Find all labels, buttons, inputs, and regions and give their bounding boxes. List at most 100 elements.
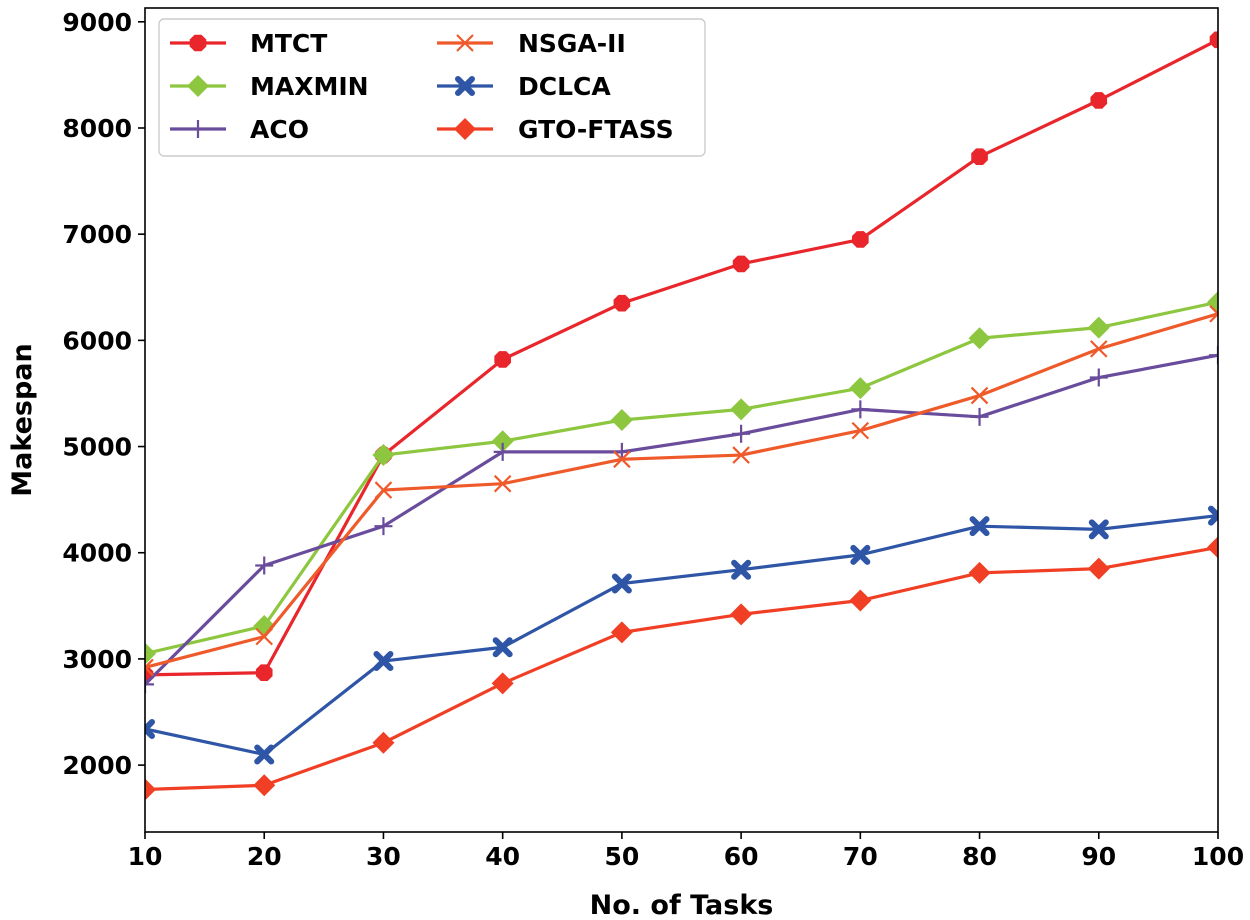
- data-point-gto-ftass: [849, 589, 872, 612]
- data-point-mtct: [255, 664, 273, 682]
- data-point-aco: [255, 556, 274, 575]
- data-point-maxmin: [1207, 291, 1218, 314]
- y-tick-label: 5000: [62, 433, 132, 462]
- data-point-gto-ftass: [1087, 557, 1110, 580]
- data-point-aco: [732, 424, 751, 443]
- y-tick-label: 8000: [62, 114, 132, 143]
- data-point-nsga-ii: [1209, 305, 1218, 323]
- data-point-aco: [374, 517, 393, 536]
- data-point-gto-ftass: [968, 561, 991, 584]
- y-tick-label: 7000: [62, 220, 132, 249]
- x-tick-label: 20: [247, 842, 282, 871]
- data-point-maxmin: [968, 327, 991, 350]
- x-tick-label: 50: [604, 842, 639, 871]
- data-point-maxmin: [849, 377, 872, 400]
- legend-label: MAXMIN: [250, 72, 369, 101]
- data-point-nsga-ii: [374, 481, 393, 499]
- data-point-dclca: [492, 637, 513, 658]
- y-tick-label: 4000: [62, 539, 132, 568]
- data-point-dclca: [731, 559, 752, 580]
- data-point-gto-ftass: [491, 672, 514, 695]
- data-point-mtct: [613, 294, 631, 312]
- x-tick-label: 90: [1081, 842, 1116, 871]
- data-point-mtct: [732, 255, 750, 273]
- data-point-nsga-ii: [493, 474, 512, 493]
- data-point-maxmin: [1087, 316, 1110, 339]
- x-tick-label: 60: [724, 842, 759, 871]
- x-tick-label: 10: [128, 842, 163, 871]
- data-point-maxmin: [491, 430, 514, 453]
- plot-frame: [144, 7, 1219, 833]
- data-point-maxmin: [145, 642, 156, 665]
- legend-item-gto-ftass: GTO-FTASS: [437, 115, 674, 144]
- x-tick-label: 40: [485, 842, 520, 871]
- legend-box: [158, 18, 706, 157]
- data-point-maxmin: [730, 398, 753, 421]
- series-dclca: [145, 505, 1218, 765]
- data-point-gto-ftass: [730, 603, 753, 626]
- data-point-gto-ftass: [145, 778, 156, 801]
- legend-label: DCLCA: [518, 72, 611, 101]
- legend-item-aco: ACO: [170, 115, 309, 144]
- x-axis-title: No. of Tasks: [590, 890, 774, 920]
- legend-label: GTO-FTASS: [518, 115, 674, 144]
- data-point-gto-ftass: [1207, 536, 1218, 559]
- series-line-aco: [145, 353, 1218, 686]
- legend-label: ACO: [250, 115, 309, 144]
- data-point-mtct: [1209, 31, 1218, 49]
- data-point-mtct: [1090, 92, 1108, 109]
- y-axis-title: Makespan: [7, 343, 38, 496]
- legend-item-dclca: DCLCA: [437, 72, 611, 101]
- y-tick-label: 3000: [62, 645, 132, 674]
- series-line-dclca: [145, 513, 1218, 757]
- x-tick-label: 70: [843, 842, 878, 871]
- data-point-aco: [1209, 346, 1218, 365]
- data-point-gto-ftass: [253, 774, 276, 797]
- legend-label: MTCT: [250, 29, 327, 58]
- legend-item-nsga-ii: NSGA-II: [437, 29, 626, 58]
- data-point-dclca: [1088, 519, 1109, 540]
- data-point-dclca: [850, 544, 871, 565]
- data-point-gto-ftass: [372, 731, 395, 754]
- data-point-dclca: [373, 651, 394, 672]
- series-line-nsga-ii: [145, 312, 1218, 669]
- data-point-gto-ftass: [610, 621, 633, 644]
- legend-label: NSGA-II: [518, 29, 626, 58]
- data-point-maxmin: [372, 444, 395, 467]
- data-point-nsga-ii: [851, 421, 870, 440]
- legend-marker: [456, 34, 474, 52]
- y-tick-label: 9000: [62, 8, 132, 37]
- series-maxmin: [145, 291, 1218, 665]
- legend-item-mtct: MTCT: [170, 29, 327, 58]
- legend-marker: [187, 75, 209, 97]
- data-point-aco: [1089, 368, 1108, 387]
- data-point-nsga-ii: [732, 446, 750, 464]
- data-point-dclca: [969, 516, 990, 537]
- legend-item-maxmin: MAXMIN: [170, 72, 369, 101]
- data-point-nsga-ii: [255, 627, 273, 646]
- y-tick-label: 6000: [62, 326, 132, 355]
- data-point-aco: [851, 400, 870, 419]
- x-tick-label: 100: [1192, 842, 1244, 871]
- x-tick-label: 80: [962, 842, 997, 871]
- legend: MTCT MAXMIN ACO NSGA-II DCLCA GTO-FTASS: [158, 18, 706, 157]
- data-point-dclca: [145, 719, 155, 739]
- data-point-aco: [493, 442, 512, 461]
- data-point-nsga-ii: [1090, 340, 1108, 358]
- data-point-dclca: [1208, 505, 1218, 526]
- data-point-nsga-ii: [145, 658, 154, 677]
- series-gto-ftass: [145, 536, 1218, 801]
- legend-marker: [189, 120, 207, 138]
- data-point-nsga-ii: [970, 386, 989, 405]
- series-nsga-ii: [145, 305, 1218, 677]
- legend-marker: [189, 34, 207, 52]
- data-point-mtct: [852, 231, 869, 248]
- data-point-aco: [145, 675, 154, 694]
- series-line-maxmin: [145, 300, 1218, 656]
- legend-marker: [455, 76, 475, 96]
- data-point-aco: [970, 407, 989, 426]
- y-tick-label: 2000: [62, 751, 132, 780]
- data-point-dclca: [611, 573, 632, 594]
- x-tick-label: 30: [366, 842, 401, 871]
